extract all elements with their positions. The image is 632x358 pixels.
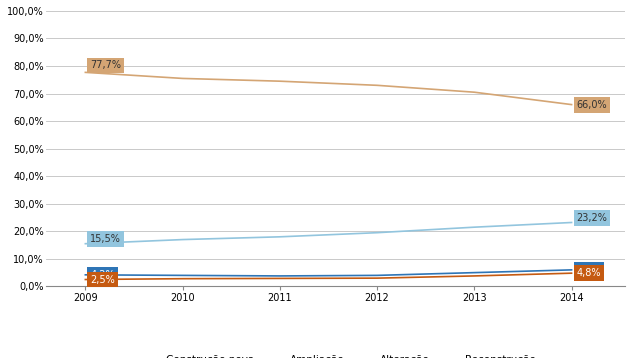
Legend: Construção nova, Ampliação, Alteração, Reconstrução: Construção nova, Ampliação, Alteração, R… bbox=[131, 351, 540, 358]
Construção nova bbox=[82, 70, 89, 74]
Line: Alteração: Alteração bbox=[85, 270, 571, 276]
Reconstrução bbox=[471, 274, 478, 278]
Ampliação bbox=[374, 231, 381, 235]
Ampliação bbox=[276, 235, 284, 239]
Ampliação bbox=[82, 242, 89, 246]
Ampliação bbox=[568, 220, 575, 224]
Alteração bbox=[374, 273, 381, 277]
Reconstrução bbox=[276, 276, 284, 281]
Text: 4,2%: 4,2% bbox=[90, 270, 115, 280]
Alteração bbox=[568, 268, 575, 272]
Construção nova bbox=[568, 102, 575, 107]
Text: 2,5%: 2,5% bbox=[90, 275, 115, 285]
Line: Reconstrução: Reconstrução bbox=[85, 273, 571, 280]
Construção nova bbox=[179, 76, 186, 81]
Reconstrução bbox=[568, 271, 575, 275]
Ampliação bbox=[179, 237, 186, 242]
Alteração bbox=[179, 273, 186, 277]
Alteração bbox=[276, 274, 284, 278]
Reconstrução bbox=[179, 276, 186, 281]
Text: 15,5%: 15,5% bbox=[90, 234, 121, 244]
Reconstrução bbox=[374, 276, 381, 280]
Ampliação bbox=[471, 225, 478, 229]
Construção nova bbox=[374, 83, 381, 87]
Text: 6,0%: 6,0% bbox=[576, 265, 601, 275]
Line: Ampliação: Ampliação bbox=[85, 222, 571, 244]
Reconstrução bbox=[82, 277, 89, 282]
Construção nova bbox=[471, 90, 478, 95]
Text: 66,0%: 66,0% bbox=[576, 100, 607, 110]
Text: 23,2%: 23,2% bbox=[576, 213, 607, 223]
Alteração bbox=[82, 273, 89, 277]
Text: 4,8%: 4,8% bbox=[576, 268, 601, 278]
Construção nova bbox=[276, 79, 284, 83]
Line: Construção nova: Construção nova bbox=[85, 72, 571, 105]
Alteração bbox=[471, 271, 478, 275]
Text: 77,7%: 77,7% bbox=[90, 61, 121, 71]
